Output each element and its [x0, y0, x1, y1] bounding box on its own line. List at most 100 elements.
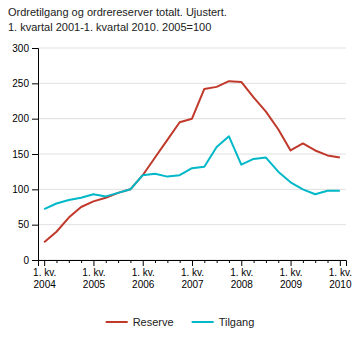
y-tick-mark [32, 260, 38, 261]
series-line [44, 136, 340, 209]
x-tick-label-line: 2009 [280, 279, 303, 290]
x-tick-mark [81, 260, 82, 263]
plot: 0501001502002503001. kv.20041. kv.20051.… [12, 43, 352, 290]
grid-line [38, 83, 346, 84]
x-tick-label: 1. kv.2010 [329, 267, 352, 290]
x-tick-label: 1. kv.2005 [82, 267, 105, 290]
x-tick [266, 260, 267, 263]
x-tick: 1. kv.2006 [132, 260, 155, 290]
y-axis: 050100150200250300 [12, 43, 38, 266]
x-tick-mark [192, 260, 193, 266]
x-tick-mark [56, 260, 57, 263]
x-tick [130, 260, 131, 263]
y-tick-mark [32, 225, 38, 226]
x-tick [167, 260, 168, 263]
y-tick-mark [32, 83, 38, 84]
y-tick: 150 [12, 149, 38, 160]
x-tick-mark [93, 260, 94, 266]
x-tick-mark [217, 260, 218, 263]
x-tick-mark [180, 260, 181, 263]
x-axis: 1. kv.20041. kv.20051. kv.20061. kv.2007… [33, 260, 352, 290]
x-tick: 1. kv.2007 [181, 260, 204, 290]
grid-line [38, 154, 346, 155]
x-tick-mark [315, 260, 316, 263]
x-tick: 1. kv.2010 [329, 260, 352, 290]
x-tick [315, 260, 316, 263]
x-tick-mark [241, 260, 242, 266]
y-tick-mark [32, 189, 38, 190]
y-tick: 200 [12, 113, 38, 124]
x-tick-mark [278, 260, 279, 263]
legend-label: Tilgang [219, 316, 255, 328]
x-tick-label: 1. kv.2004 [33, 267, 56, 290]
legend: Reserve Tilgang [106, 316, 255, 328]
y-tick: 300 [12, 43, 38, 54]
x-tick-mark [328, 260, 329, 263]
x-tick [217, 260, 218, 263]
x-tick-mark [69, 260, 70, 263]
x-tick-label-line: 1. kv. [33, 267, 56, 278]
x-tick-label: 1. kv.2008 [230, 267, 253, 290]
x-tick-mark [229, 260, 230, 263]
y-tick: 0 [23, 255, 38, 266]
y-axis-line [32, 49, 39, 261]
legend-label: Reserve [133, 316, 174, 328]
legend-item: Reserve [106, 316, 174, 328]
y-tick-label: 250 [12, 78, 29, 89]
x-tick-label-line: 1. kv. [82, 267, 105, 278]
grid-line [38, 48, 346, 49]
x-tick: 1. kv.2004 [33, 260, 56, 290]
x-tick: 1. kv.2005 [82, 260, 105, 290]
y-tick-label: 150 [12, 149, 29, 160]
x-tick-mark [266, 260, 267, 263]
x-tick [106, 260, 107, 263]
x-tick-mark [106, 260, 107, 263]
legend-item: Tilgang [192, 316, 255, 328]
y-tick-mark [32, 154, 38, 155]
y-tick-label: 200 [12, 113, 29, 124]
x-tick [69, 260, 70, 263]
x-tick [328, 260, 329, 263]
x-tick-label: 1. kv.2007 [181, 267, 204, 290]
chart: Ordretilgang og ordrereserver totalt. Uj… [0, 0, 360, 340]
x-tick-mark [303, 260, 304, 263]
series-line [44, 81, 340, 242]
grid-line [38, 189, 346, 190]
x-axis-line [39, 261, 347, 267]
x-tick-mark [204, 260, 205, 263]
y-tick-label: 300 [12, 43, 29, 54]
y-tick: 50 [18, 219, 38, 230]
x-tick-label-line: 2005 [83, 279, 106, 290]
x-tick-mark [291, 260, 292, 266]
x-tick-label-line: 1. kv. [279, 267, 302, 278]
x-tick: 1. kv.2009 [279, 260, 302, 290]
legend-swatch [192, 321, 214, 323]
x-tick-mark [130, 260, 131, 263]
x-tick-mark [155, 260, 156, 263]
x-tick-label-line: 1. kv. [230, 267, 253, 278]
x-tick-label-line: 2007 [181, 279, 204, 290]
x-tick [229, 260, 230, 263]
legend-swatch [106, 321, 128, 323]
x-tick-label-line: 2010 [329, 279, 352, 290]
x-tick-label-line: 2006 [132, 279, 155, 290]
x-tick: 1. kv.2008 [230, 260, 253, 290]
x-tick-mark [340, 260, 341, 266]
y-tick-label: 50 [18, 219, 30, 230]
y-tick-label: 0 [23, 255, 29, 266]
x-tick [278, 260, 279, 263]
x-tick-mark [167, 260, 168, 263]
title: Ordretilgang og ordrereserver totalt. Uj… [8, 6, 227, 18]
y-tick-mark [32, 119, 38, 120]
title-group: Ordretilgang og ordrereserver totalt. Uj… [8, 6, 227, 33]
x-tick-label-line: 2004 [34, 279, 57, 290]
x-tick-mark [118, 260, 119, 263]
grid [38, 48, 346, 260]
x-tick [56, 260, 57, 263]
x-tick [180, 260, 181, 263]
x-tick-label-line: 1. kv. [181, 267, 204, 278]
x-tick-label-line: 1. kv. [329, 267, 352, 278]
grid-line [38, 224, 346, 225]
x-tick [204, 260, 205, 263]
x-tick-mark [143, 260, 144, 266]
